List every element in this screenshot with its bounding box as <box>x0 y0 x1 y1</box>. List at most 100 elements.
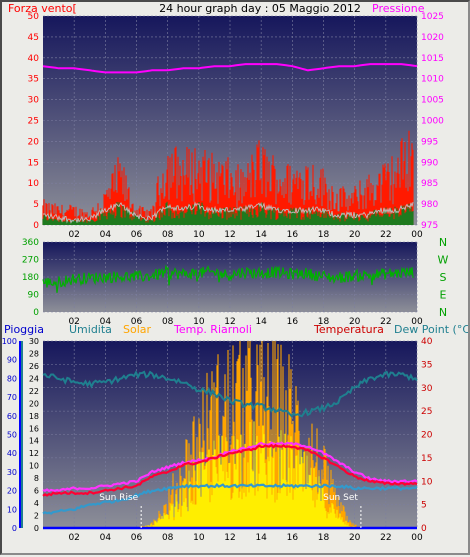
x-tick-label: 10 <box>193 317 205 327</box>
pressure-line <box>42 63 418 74</box>
x-tick-label: 06 <box>131 230 143 240</box>
humidity-tick-label: 26 <box>29 362 39 371</box>
pressure-tick-label: 1000 <box>421 117 444 127</box>
direction-tick-label: 0 <box>33 308 39 318</box>
pressure-tick-label: 1015 <box>421 54 444 64</box>
x-tick-label: 20 <box>349 230 361 240</box>
temperature-tick-label: 5 <box>421 501 427 511</box>
x-tick-label: 00 <box>411 317 423 327</box>
x-tick-label: 14 <box>255 230 267 240</box>
x-tick-label: 06 <box>131 317 143 327</box>
temperature-line <box>42 443 418 497</box>
x-tick-label: 04 <box>100 230 112 240</box>
dewpoint-legend-label: Dew Point (°C) <box>394 323 468 336</box>
x-tick-label: 12 <box>224 230 235 240</box>
wind-tick-label: 15 <box>28 158 39 168</box>
x-tick-label: 12 <box>224 533 235 543</box>
wind-tick-label: 50 <box>28 12 40 22</box>
direction-tick-label: 360 <box>22 238 39 248</box>
wind-tick-label: 35 <box>28 75 39 85</box>
x-tick-label: 16 <box>287 230 299 240</box>
x-tick-label: 22 <box>380 317 391 327</box>
temperature-tick-label: 30 <box>421 384 433 394</box>
rain-tick-label: 50 <box>7 431 17 440</box>
pressure-axis-title: Pressione <box>372 2 425 15</box>
rain-tick-label: 40 <box>7 449 17 458</box>
x-tick-label: 14 <box>255 317 267 327</box>
x-tick-label: 18 <box>318 317 330 327</box>
humidity-tick-label: 10 <box>29 462 39 471</box>
x-tick-label: 10 <box>193 533 205 543</box>
humidity-tick-label: 0 <box>34 524 39 533</box>
x-tick-label: 00 <box>411 230 423 240</box>
wind-speed-line <box>42 201 414 224</box>
rain-tick-label: 10 <box>7 505 17 514</box>
wind-axis-title: Forza vento[ <box>8 2 77 15</box>
grid-lines <box>43 15 418 529</box>
rain-tick-label: 80 <box>7 374 17 383</box>
humidity-tick-label: 14 <box>29 437 39 446</box>
sunset-annotation: Sun Set <box>323 493 358 503</box>
dewpoint-line <box>42 482 418 515</box>
humidity-tick-label: 4 <box>34 499 39 508</box>
wind-tick-label: 25 <box>28 117 39 127</box>
temperature-series: Sun Rise Sun Set <box>42 341 418 530</box>
rain-tick-label: 30 <box>7 468 17 477</box>
x-tick-label: 20 <box>349 533 361 543</box>
x-tick-label: 16 <box>287 317 299 327</box>
temperature-tick-label: 15 <box>421 454 432 464</box>
x-tick-label: 12 <box>224 317 235 327</box>
humidity-tick-label: 2 <box>34 512 39 521</box>
pressure-tick-label: 985 <box>421 179 438 189</box>
temperature-tick-label: 20 <box>421 431 433 441</box>
rain-tick-label: 70 <box>7 393 17 402</box>
x-tick-label: 04 <box>100 317 112 327</box>
wind-direction-line <box>42 264 414 293</box>
rain-tick-label: 90 <box>7 356 17 365</box>
x-tick-label: 06 <box>131 533 143 543</box>
direction-tick-label: 90 <box>28 291 40 301</box>
rain-tick-label: 60 <box>7 412 17 421</box>
humidity-tick-label: 22 <box>29 387 39 396</box>
x-tick-label: 02 <box>68 230 79 240</box>
direction-tick-label: 180 <box>22 273 39 283</box>
x-tick-label: 08 <box>162 317 174 327</box>
solar-legend-label: Solar <box>123 323 152 336</box>
temp-riparata-legend-label: Temp. Riarnoli <box>173 323 252 336</box>
x-tick-label: 08 <box>162 533 174 543</box>
x-tick-label: 18 <box>318 533 330 543</box>
humidity-line <box>42 370 418 418</box>
pressure-tick-label: 975 <box>421 221 438 231</box>
x-tick-label: 04 <box>100 533 112 543</box>
compass-label: S <box>440 271 447 284</box>
temperature-tick-label: 25 <box>421 407 432 417</box>
rain-tick-label: 100 <box>2 337 17 346</box>
wind-average-series <box>42 201 414 225</box>
x-tick-label: 08 <box>162 230 174 240</box>
compass-label: E <box>440 289 447 302</box>
temperature-tick-label: 10 <box>421 477 433 487</box>
wind-pressure-series <box>42 63 418 225</box>
wind-direction-series <box>42 264 414 293</box>
rain-tick-label: 20 <box>7 487 17 496</box>
wind-tick-label: 40 <box>28 54 40 64</box>
x-tick-label: 14 <box>255 533 267 543</box>
rain-tick-label: 0 <box>12 524 17 533</box>
humidity-tick-label: 18 <box>29 412 39 421</box>
temperature-tick-label: 0 <box>421 524 427 534</box>
wind-tick-label: 45 <box>28 33 39 43</box>
direction-tick-label: 270 <box>22 256 39 266</box>
x-tick-label: 22 <box>380 533 391 543</box>
x-tick-label: 10 <box>193 230 205 240</box>
wind-tick-label: 5 <box>33 200 39 210</box>
humidity-tick-label: 6 <box>34 487 39 496</box>
humidity-tick-label: 8 <box>34 474 39 483</box>
x-tick-label: 00 <box>411 533 423 543</box>
rain-legend-label: Pioggia <box>4 323 44 336</box>
temperature-tick-label: 40 <box>421 337 433 347</box>
pressure-tick-label: 1010 <box>421 75 444 85</box>
temperature-tick-label: 35 <box>421 360 432 370</box>
sunrise-annotation: Sun Rise <box>99 493 138 503</box>
